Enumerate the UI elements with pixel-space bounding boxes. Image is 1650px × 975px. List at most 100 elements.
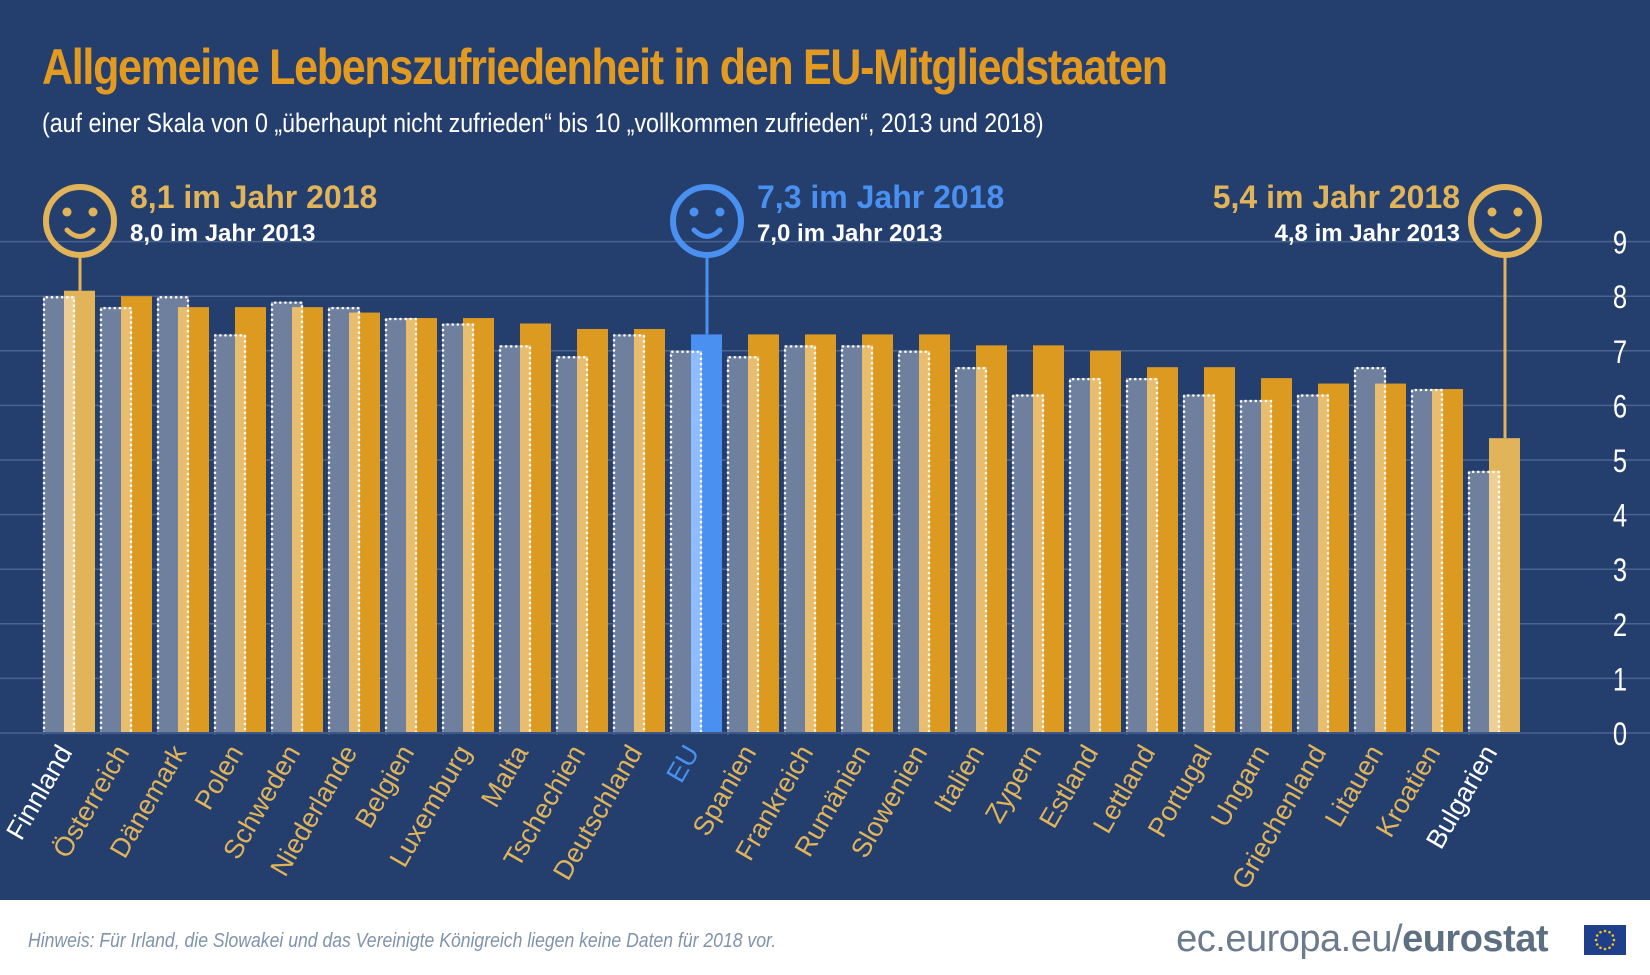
bar-overlap (976, 367, 987, 733)
callout-value-2013: 4,8 im Jahr 2013 (1275, 220, 1460, 247)
bar-2013-outline (156, 295, 190, 735)
bar-group-spanien (726, 334, 779, 735)
flag-star (1612, 938, 1616, 942)
bar-overlap (1033, 394, 1044, 733)
smiley-face (43, 184, 117, 258)
bar-overlap (1489, 470, 1500, 733)
bar-overlap (634, 334, 645, 733)
bar-overlap (520, 345, 531, 733)
bar-overlap (121, 307, 132, 733)
callout-value-2013: 7,0 im Jahr 2013 (757, 220, 942, 247)
smiley-eye (88, 207, 98, 217)
bar-overlap (292, 307, 303, 733)
chart-title: Allgemeine Lebenszufriedenheit in den EU… (42, 39, 1168, 95)
smiley-eye (62, 207, 72, 217)
bar-overlap (1318, 394, 1329, 733)
footer-note: Hinweis: Für Irland, die Slowakei und da… (28, 930, 777, 952)
bar-2013-outline (612, 334, 646, 735)
bar-group-ungarn (1239, 378, 1292, 735)
bar-2013-outline (327, 306, 361, 735)
smiley-mouth (64, 227, 96, 239)
flag-star (1599, 946, 1602, 950)
bar-2013-outline (384, 317, 418, 735)
bar-group-rumänien (840, 334, 893, 735)
y-tick-label: 7 (1613, 335, 1627, 370)
smiley-eye (1487, 207, 1497, 217)
bar-group-litauen (1353, 366, 1406, 735)
y-tick-label: 3 (1613, 554, 1627, 589)
bar-group-finnland (42, 290, 95, 735)
bar-group-niederlande (327, 306, 380, 735)
bar-overlap (349, 312, 360, 733)
bar-group-deutschland (612, 328, 665, 735)
bar-overlap (235, 334, 246, 733)
category-label: EU (660, 740, 705, 787)
bar-group-dänemark (156, 295, 209, 735)
bar-2013-outline (42, 295, 76, 735)
bar-group-belgien (384, 317, 437, 735)
bar-2013-outline (954, 366, 988, 735)
bar-2013-outline (498, 345, 532, 735)
bar-group-luxemburg (441, 318, 494, 735)
bar-overlap (1147, 378, 1158, 733)
bar-2013-outline (840, 345, 874, 735)
brand-bold: eurostat (1402, 918, 1548, 960)
callout-value-2018: 5,4 im Jahr 2018 (1213, 179, 1460, 215)
bar-group-zypern (1011, 345, 1064, 735)
bar-2013-outline (1068, 377, 1102, 735)
category-label: Malta (475, 739, 534, 812)
bar-group-malta (498, 323, 551, 735)
flag-star (1595, 943, 1599, 946)
bar-2013-outline (1410, 388, 1444, 735)
bar-group-slowenien (897, 334, 950, 735)
callout-value-2013: 8,0 im Jahr 2013 (130, 220, 315, 247)
y-tick-label: 5 (1613, 444, 1627, 479)
bar-group-österreich (99, 296, 152, 735)
smiley-mouth (1489, 227, 1521, 239)
bar-overlap (862, 345, 873, 733)
bar-2013-outline (1011, 394, 1045, 735)
bar-2013-outline (726, 356, 760, 735)
y-tick-label: 1 (1613, 663, 1627, 698)
smiley-icon (43, 184, 117, 258)
flag-star (1603, 929, 1607, 933)
chart-subtitle: (auf einer Skala von 0 „überhaupt nicht … (42, 108, 1044, 138)
flag-star (1608, 946, 1611, 950)
smiley-eye (689, 207, 699, 217)
category-label: Polen (189, 740, 250, 815)
bar-overlap (1090, 378, 1101, 733)
bar-2013-outline (783, 345, 817, 735)
bar-overlap (463, 323, 474, 733)
bar-overlap (805, 345, 816, 733)
bar-overlap (178, 307, 189, 733)
bar-group-schweden (270, 301, 323, 735)
bar-2013-outline (1125, 377, 1159, 735)
smiley-face (670, 184, 744, 258)
flag-star (1603, 947, 1607, 951)
bar-overlap (919, 350, 930, 733)
bar-overlap (64, 296, 75, 733)
bar-group-polen (213, 307, 266, 735)
bar-group-estland (1068, 350, 1121, 735)
bar-chart: 0123456789FinnlandÖsterreichDänemarkPole… (0, 179, 1650, 894)
flag-star (1611, 934, 1615, 937)
y-tick-label: 8 (1613, 281, 1627, 316)
flag-star (1595, 934, 1599, 937)
y-tick-label: 9 (1613, 226, 1627, 261)
bar-2013-outline (1182, 394, 1216, 735)
bar-2013-outline (1296, 394, 1330, 735)
smiley-eye (1513, 207, 1523, 217)
bar-2013-outline (669, 350, 703, 735)
y-tick-label: 2 (1613, 608, 1627, 643)
bar-group-tschechien (555, 328, 608, 735)
eurostat-brand[interactable]: ec.europa.eu/eurostat (1176, 918, 1548, 961)
flag-star (1599, 930, 1602, 934)
bar-group-bulgarien (1467, 438, 1520, 735)
flag-star (1594, 938, 1598, 942)
flag-star (1611, 943, 1615, 946)
bar-overlap (1261, 399, 1272, 733)
smiley-icon (670, 184, 744, 258)
bar-2013-outline (270, 301, 304, 735)
y-tick-label: 0 (1613, 717, 1627, 752)
smiley-mouth (691, 227, 723, 239)
